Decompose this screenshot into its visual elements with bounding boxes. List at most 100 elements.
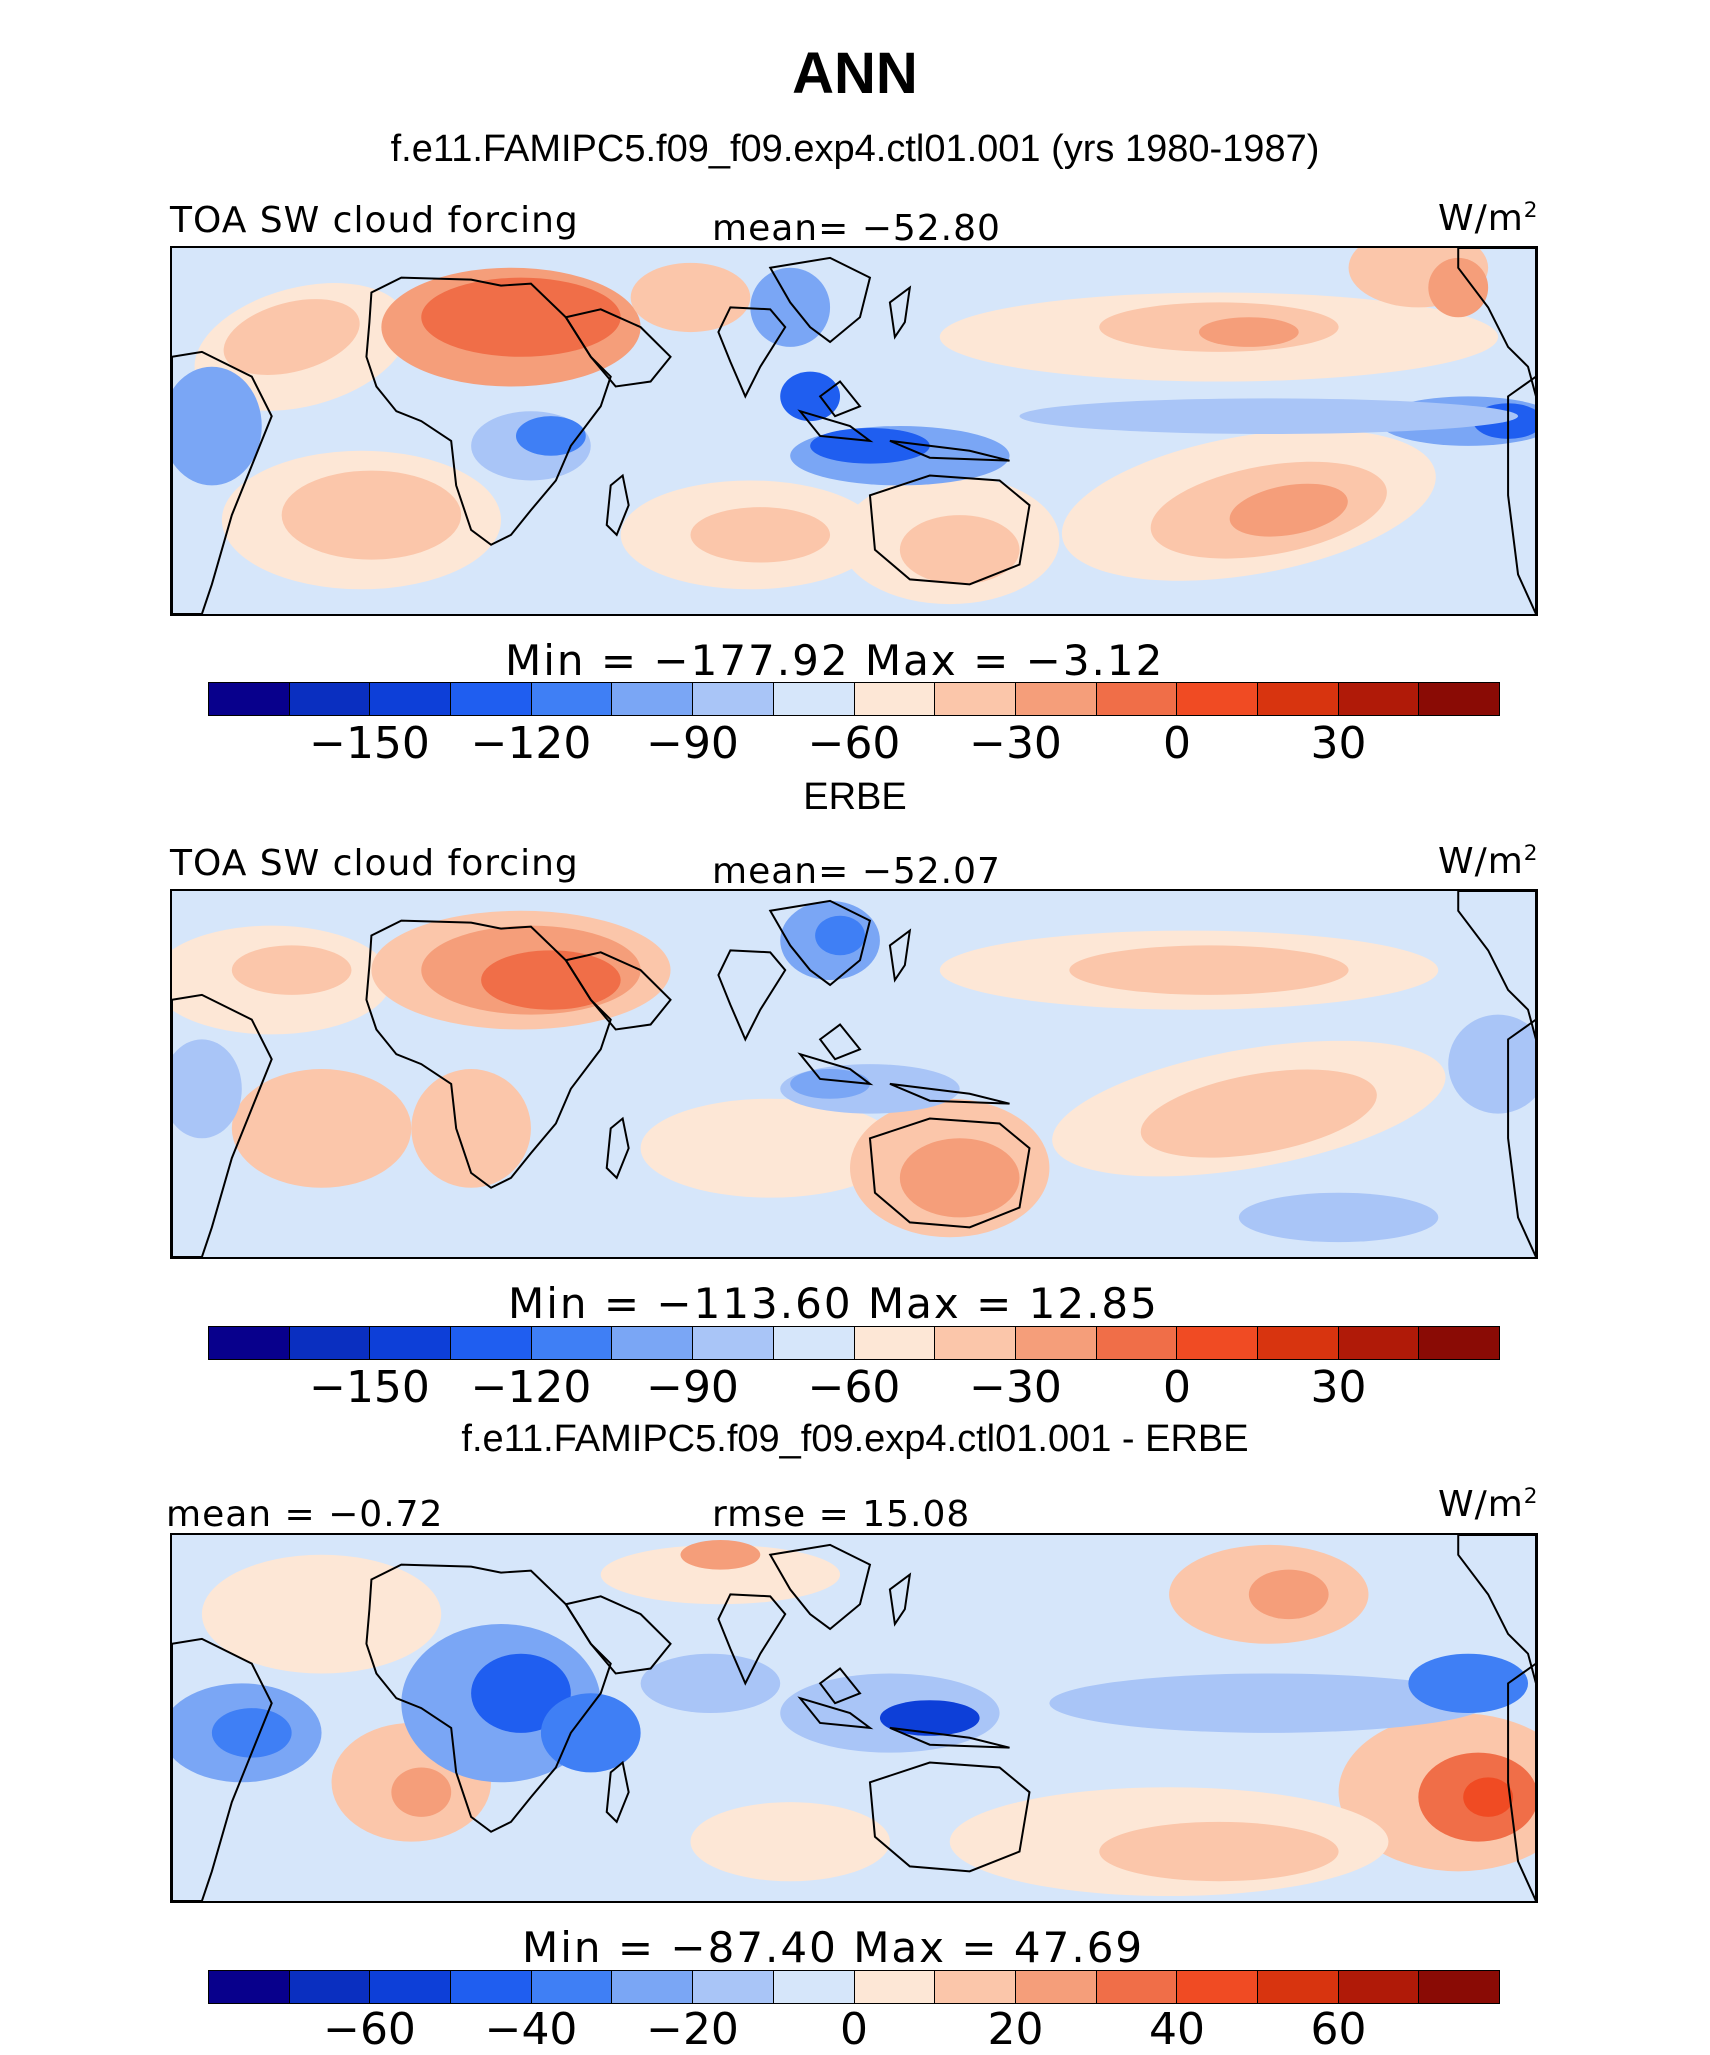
coastline — [1457, 1535, 1536, 1684]
panel-2-variable-label: TOA SW cloud forcing — [170, 843, 579, 884]
panel-2-colorbar — [208, 1326, 1500, 1360]
colorbar-swatch — [209, 1327, 290, 1359]
coastline — [797, 1696, 874, 1730]
coastline — [1457, 891, 1536, 1040]
panel-3-colorbar — [208, 1970, 1500, 2004]
colorbar-tick-label: 0 — [1163, 718, 1191, 769]
colorbar-swatch — [1177, 683, 1258, 715]
coastline — [1507, 1662, 1536, 1901]
colorbar-swatch — [209, 683, 290, 715]
colorbar-swatch — [854, 1971, 936, 2003]
colorbar-swatch — [531, 1971, 613, 2003]
colorbar-swatch — [693, 683, 774, 715]
colorbar-swatch — [693, 1971, 774, 2003]
contour-region — [211, 1708, 292, 1758]
contour-region — [690, 1802, 890, 1882]
contour-region — [1049, 1673, 1489, 1733]
contour-region — [1238, 1192, 1439, 1243]
colorbar-tick-label: −90 — [646, 1362, 739, 1413]
contour-region — [1140, 1069, 1377, 1158]
coastline — [1507, 1018, 1536, 1257]
coastline — [564, 308, 672, 388]
panel-1-variable-label: TOA SW cloud forcing — [170, 200, 579, 241]
colorbar-swatch — [289, 1327, 371, 1359]
colorbar-tick-label: −120 — [470, 718, 592, 769]
contour-region — [231, 1069, 412, 1188]
colorbar-swatch — [1015, 1327, 1097, 1359]
colorbar-swatch — [451, 683, 532, 715]
panel-3-rmse-label: rmse = 15.08 — [712, 1494, 971, 1535]
contour-region — [172, 1039, 242, 1139]
panel-2-map — [170, 889, 1538, 1259]
colorbar-swatch — [935, 1327, 1016, 1359]
colorbar-tick-label: −60 — [807, 718, 901, 769]
coastline — [172, 993, 273, 1257]
panel-1-mean-label: mean= −52.80 — [712, 208, 1001, 249]
panel-1-units: W/m2 — [1438, 198, 1539, 239]
coastline — [1507, 375, 1536, 614]
colorbar-swatch — [1257, 1327, 1339, 1359]
contour-region — [1448, 1014, 1536, 1114]
panel-2-mean-label: mean= −52.07 — [712, 851, 1001, 892]
colorbar-swatch — [1419, 683, 1499, 715]
colorbar-swatch — [1419, 1327, 1499, 1359]
contour-region — [231, 945, 352, 995]
coastline — [818, 1667, 862, 1705]
coastline — [605, 1116, 630, 1180]
contour-region — [281, 470, 462, 560]
contour-region — [790, 1069, 870, 1099]
panel-2-units: W/m2 — [1438, 841, 1539, 882]
colorbar-swatch — [612, 1327, 694, 1359]
coastline — [888, 285, 912, 340]
colorbar-swatch — [289, 1971, 371, 2003]
colorbar-swatch — [531, 1327, 613, 1359]
coastline — [172, 350, 273, 614]
contour-region — [1019, 398, 1519, 434]
colorbar-swatch — [1338, 1327, 1420, 1359]
coastline — [797, 409, 874, 443]
panel-2-header: ERBE — [803, 776, 907, 818]
panel-3-map — [170, 1533, 1538, 1903]
contour-region — [540, 1693, 641, 1773]
contour-region — [640, 1098, 900, 1198]
colorbar-swatch — [1419, 1971, 1499, 2003]
colorbar-tick-label: −60 — [807, 1362, 901, 1413]
colorbar-swatch — [1338, 683, 1420, 715]
contour-region — [411, 1069, 531, 1188]
coastline — [768, 1543, 872, 1631]
panel-1-colorbar — [208, 682, 1500, 716]
coastline — [818, 380, 862, 418]
colorbar-swatch — [1015, 683, 1097, 715]
panel-3-mean-label: mean = −0.72 — [166, 1494, 444, 1535]
colorbar-swatch — [773, 683, 855, 715]
contour-region — [515, 416, 586, 456]
contour-region — [1248, 1569, 1329, 1620]
colorbar-tick-label: 40 — [1149, 2004, 1205, 2055]
colorbar-swatch — [531, 683, 613, 715]
contour-region — [630, 262, 751, 333]
colorbar-swatch — [1338, 1971, 1420, 2003]
coastline — [768, 899, 872, 987]
coastline — [1457, 248, 1536, 397]
colorbar-tick-label: 60 — [1310, 2004, 1367, 2055]
panel-3-colorbar-ticks: −60 −40 −20 0 20 40 60 — [208, 2004, 1500, 2055]
coastline — [717, 1593, 787, 1686]
colorbar-tick-label: −30 — [969, 718, 1062, 769]
colorbar-tick-label: −150 — [309, 718, 430, 769]
panel-3-units: W/m2 — [1438, 1484, 1539, 1525]
colorbar-swatch — [693, 1327, 774, 1359]
coastline — [605, 473, 630, 537]
colorbar-swatch — [1177, 1971, 1258, 2003]
colorbar-tick-label: −150 — [309, 1362, 430, 1413]
colorbar-tick-label: −90 — [646, 718, 739, 769]
contour-region — [1229, 483, 1348, 537]
panel-1-map — [170, 246, 1538, 616]
contour-region — [1069, 945, 1349, 995]
colorbar-swatch — [451, 1327, 532, 1359]
coastline — [365, 1563, 612, 1833]
panel-3-minmax: Min = −87.40 Max = 47.69 — [522, 1923, 1145, 1972]
coastline — [564, 1595, 672, 1675]
contour-region — [780, 371, 841, 422]
panel-1-minmax: Min = −177.92 Max = −3.12 — [505, 636, 1165, 685]
colorbar-swatch — [854, 1327, 936, 1359]
